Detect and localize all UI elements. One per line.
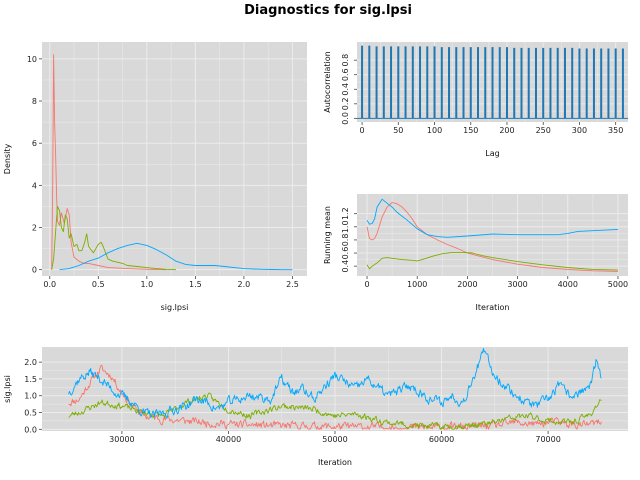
x-tick-label: 150 <box>463 126 478 135</box>
x-tick-label: 4000 <box>558 280 578 289</box>
y-tick-label: 0.2 <box>341 97 350 110</box>
autocorrelation-panel: 0 50 100 150 200 250 300 350 0.0 0.20.4 0.60.8 Lag A… <box>323 42 628 158</box>
x-tick-label: 200 <box>499 126 514 135</box>
series-line-3 <box>366 198 619 238</box>
figure-title: Diagnostics for sig.lpsi <box>244 3 412 18</box>
y-axis-label: Running mean <box>323 206 332 264</box>
density-background <box>42 42 307 276</box>
y-axis-label: sig.lpsi <box>3 375 12 403</box>
y-tick-label: 8 <box>32 97 37 106</box>
y-tick-label: 0 <box>32 266 37 275</box>
x-tick-label: 5000 <box>608 280 628 289</box>
x-axis-label: Lag <box>485 149 499 158</box>
series-line-2 <box>366 251 619 271</box>
density-panel: 0.0 0.5 1.0 1.5 2.0 2.5 0 2 4 6 8 10 sig.lpsi Density <box>3 42 307 312</box>
x-tick-label: 300 <box>572 126 587 135</box>
x-tick-label: 50 <box>393 126 403 135</box>
y-tick-label: 4 <box>32 181 37 190</box>
y-tick-label: 0.6 <box>341 68 350 81</box>
x-axis-label: sig.lpsi <box>161 303 189 312</box>
y-tick-label: 6 <box>32 139 37 148</box>
y-tick-label: 0.6 <box>341 247 350 260</box>
x-tick-label: 50000 <box>322 435 347 444</box>
x-tick-label: 0 <box>364 280 369 289</box>
x-tick-label: 0.0 <box>43 280 56 289</box>
running-mean-panel: 0 1000 2000 3000 4000 5000 0.40.60.81.01.2 Iter… <box>323 194 628 312</box>
series-line-3 <box>59 242 293 271</box>
y-tick-label: 1.2 <box>341 207 350 220</box>
x-tick-label: 100 <box>427 126 442 135</box>
x-tick-label: 0.5 <box>92 280 105 289</box>
y-tick-label: 0.4 <box>341 83 350 96</box>
y-axis-label: Density <box>3 144 12 175</box>
x-tick-label: 1000 <box>407 280 427 289</box>
y-tick-label: 1.0 <box>24 392 37 401</box>
y-tick-label: 10 <box>27 55 37 64</box>
x-tick-label: 3000 <box>507 280 527 289</box>
y-axis-label: Autocorrelation <box>323 51 332 113</box>
y-tick-label: 0.4 <box>341 260 350 273</box>
x-tick-label: 2.5 <box>286 280 299 289</box>
x-tick-label: 0 <box>360 126 365 135</box>
series-line-3 <box>68 348 602 419</box>
x-tick-label: 350 <box>608 126 623 135</box>
series-line-1 <box>366 202 619 272</box>
x-tick-label: 40000 <box>216 435 241 444</box>
y-tick-label: 0.0 <box>24 425 37 434</box>
series-line-1 <box>51 54 167 271</box>
y-tick-label: 0.0 <box>341 112 350 125</box>
x-tick-label: 60000 <box>429 435 454 444</box>
x-tick-label: 1.0 <box>140 280 153 289</box>
x-axis-label: Iteration <box>476 303 510 312</box>
x-tick-label: 2.0 <box>238 280 251 289</box>
x-tick-label: 70000 <box>535 435 560 444</box>
y-tick-label: 1.0 <box>341 220 350 233</box>
x-tick-label: 250 <box>536 126 551 135</box>
y-tick-label: 0.8 <box>341 234 350 247</box>
series-line-2 <box>51 205 177 271</box>
y-tick-label: 2.0 <box>24 358 37 367</box>
y-tick-label: 2 <box>32 224 37 233</box>
x-tick-label: 1.5 <box>189 280 202 289</box>
y-tick-label: 1.5 <box>24 375 37 384</box>
series-line-1 <box>68 364 602 430</box>
trace-panel: 30000 40000 50000 60000 70000 0.0 0.5 1.0 1.5 2.0… <box>3 347 628 467</box>
x-axis-label: Iteration <box>318 458 352 467</box>
y-tick-label: 0.8 <box>341 54 350 67</box>
x-tick-label: 2000 <box>457 280 477 289</box>
x-tick-label: 30000 <box>109 435 134 444</box>
y-tick-label: 0.5 <box>24 409 37 418</box>
